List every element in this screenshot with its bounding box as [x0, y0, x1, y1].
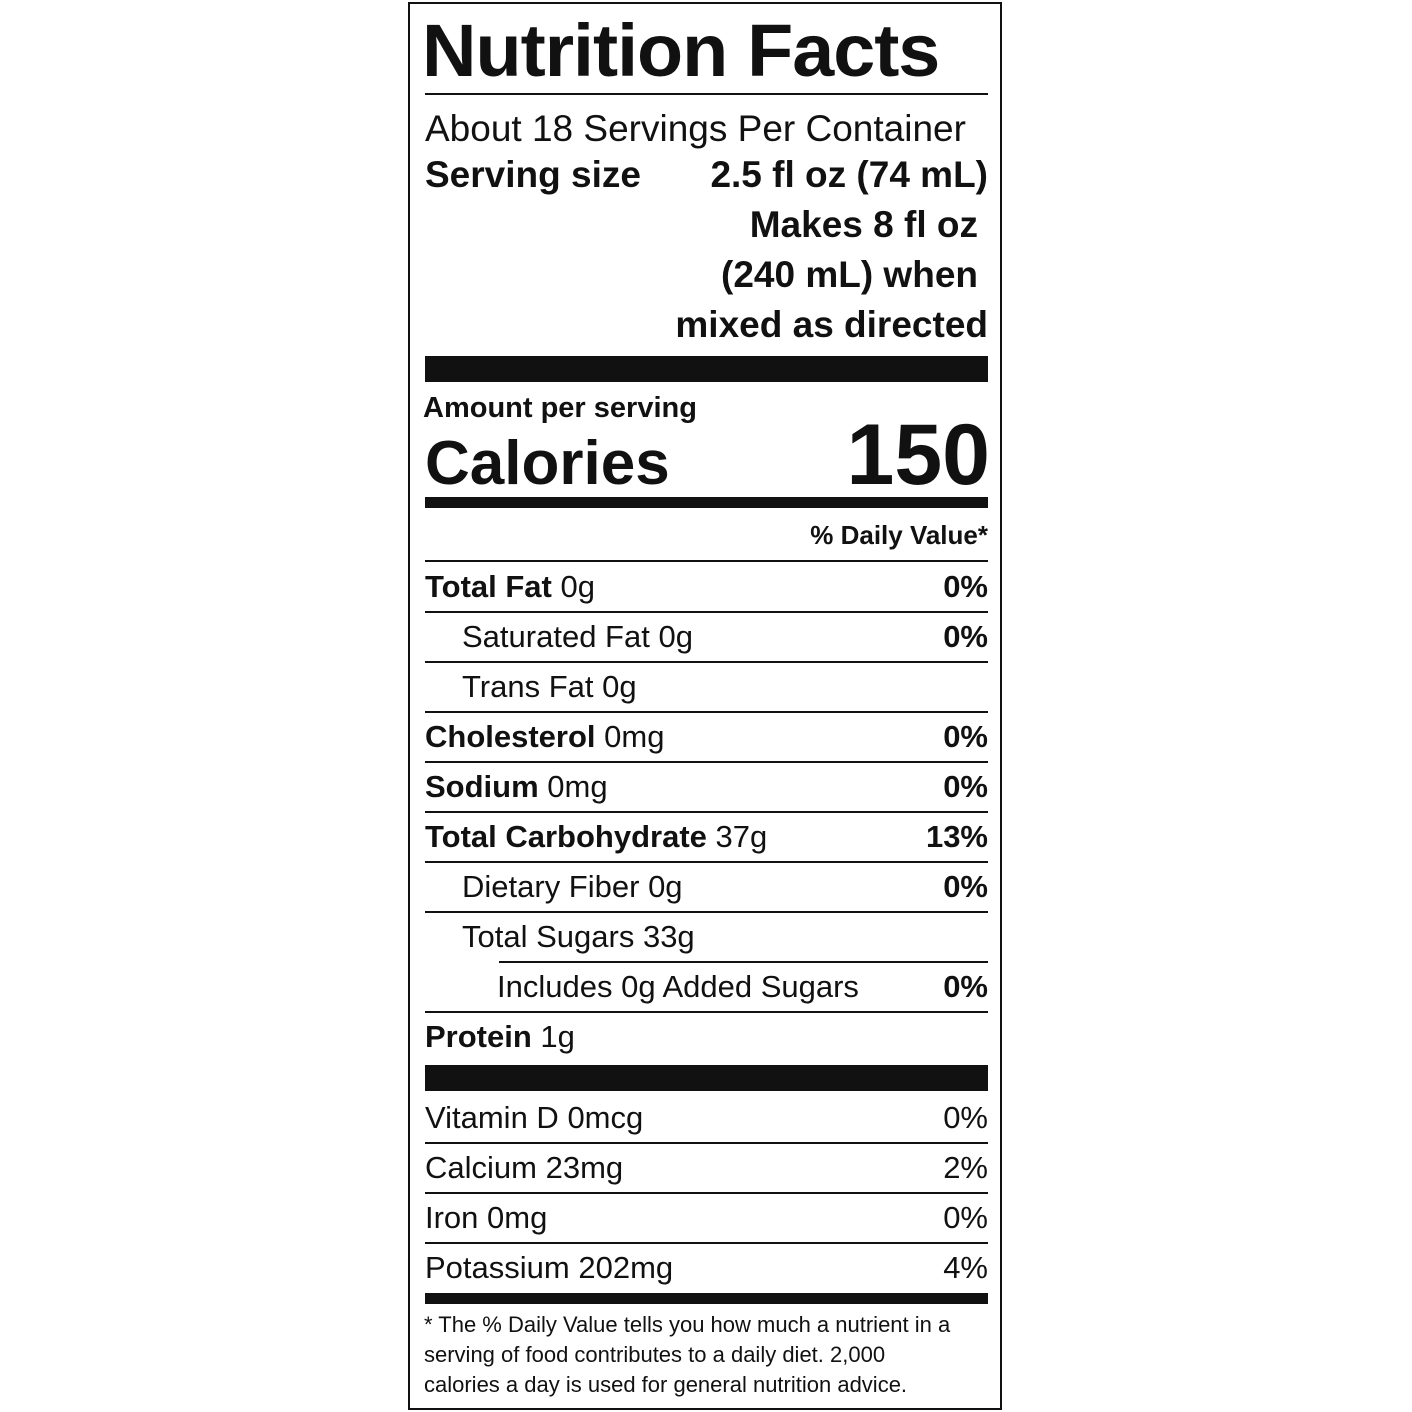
- vitamin-name: Iron: [425, 1200, 479, 1235]
- nutrient-row: Total Sugars 33g: [425, 912, 988, 962]
- divider: [425, 1192, 988, 1194]
- thick-divider: [425, 1293, 988, 1304]
- amount-per-serving: Amount per serving: [423, 392, 697, 424]
- divider: [425, 560, 988, 562]
- nutrient-daily-value: 0%: [943, 869, 988, 904]
- vitamin-label: Vitamin D 0mcg: [425, 1100, 643, 1136]
- vitamin-daily-value: 2%: [943, 1150, 988, 1185]
- nutrient-daily-value: 0%: [943, 619, 988, 654]
- thick-divider: [425, 356, 988, 382]
- nutrient-amount: 33g: [642, 919, 695, 954]
- nutrient-daily-value: 0%: [943, 969, 988, 1004]
- vitamin-label: Calcium 23mg: [425, 1150, 623, 1186]
- vitamin-daily-value: 0%: [943, 1100, 988, 1135]
- nutrient-row: Cholesterol 0mg 0%: [425, 712, 988, 762]
- nutrient-row: Total Fat 0g 0%: [425, 562, 988, 612]
- nutrient-daily-value: 0%: [943, 569, 988, 604]
- vitamin-row: Calcium 23mg 2%: [425, 1143, 988, 1193]
- footnote: * The % Daily Value tells you how much a…: [424, 1312, 951, 1397]
- nutrient-amount: 0g: [560, 569, 595, 604]
- prepared-line: mixed as directed: [675, 304, 988, 345]
- calories-value: 150: [846, 407, 991, 503]
- divider: [425, 711, 988, 713]
- vitamin-row: Potassium 202mg 4%: [425, 1243, 988, 1293]
- nutrient-name: Protein: [425, 1019, 532, 1054]
- nutrient-name: Saturated Fat: [462, 619, 650, 654]
- nutrient-row: Sodium 0mg 0%: [425, 762, 988, 812]
- vitamin-amount: 0mcg: [567, 1100, 644, 1135]
- vitamin-amount: 23mg: [545, 1150, 624, 1185]
- vitamin-name: Calcium: [425, 1150, 537, 1185]
- nutrient-name: Total Fat: [425, 569, 552, 604]
- divider: [425, 761, 988, 763]
- nutrient-label: Sodium 0mg: [425, 769, 608, 805]
- nutrient-row: Total Carbohydrate 37g 13%: [425, 812, 988, 862]
- nutrient-label: Includes 0g Added Sugars: [425, 969, 859, 1005]
- nutrient-label: Protein 1g: [425, 1019, 575, 1055]
- nutrient-amount: 37g: [715, 819, 768, 854]
- nutrient-amount: 0mg: [604, 719, 665, 754]
- prepared-line: Makes 8 fl oz: [749, 204, 978, 245]
- vitamin-name: Vitamin D: [425, 1100, 559, 1135]
- servings-per-container: About 18 Servings Per Container: [425, 108, 966, 149]
- thick-divider: [425, 1065, 988, 1091]
- nutrient-amount: 0g: [648, 869, 683, 904]
- nutrient-row: Trans Fat 0g: [425, 662, 988, 712]
- nutrient-label: Dietary Fiber 0g: [425, 869, 683, 905]
- nutrient-label: Total Carbohydrate 37g: [425, 819, 767, 855]
- divider: [425, 811, 988, 813]
- nutrient-amount: 0g: [602, 669, 637, 704]
- nutrient-row: Includes 0g Added Sugars 0%: [425, 962, 988, 1012]
- vitamin-label: Iron 0mg: [425, 1200, 547, 1236]
- nutrient-name: Total Sugars: [462, 919, 635, 954]
- vitamin-row: Iron 0mg 0%: [425, 1193, 988, 1243]
- divider: [425, 911, 988, 913]
- nutrient-label: Total Fat 0g: [425, 569, 595, 605]
- divider: [425, 93, 988, 95]
- serving-size-value: 2.5 fl oz (74 mL): [710, 154, 988, 195]
- divider: [425, 1011, 988, 1013]
- nutrition-facts-label: Nutrition Facts About 18 Servings Per Co…: [408, 2, 1002, 1410]
- nutrient-row: Saturated Fat 0g 0%: [425, 612, 988, 662]
- nutrient-label: Total Sugars 33g: [425, 919, 695, 955]
- nutrient-name: Includes 0g Added Sugars: [497, 969, 859, 1004]
- nutrient-name: Total Carbohydrate: [425, 819, 707, 854]
- nutrient-label: Cholesterol 0mg: [425, 719, 664, 755]
- divider: [425, 1242, 988, 1244]
- nutrient-name: Sodium: [425, 769, 539, 804]
- nutrient-name: Cholesterol: [425, 719, 596, 754]
- vitamin-label: Potassium 202mg: [425, 1250, 673, 1286]
- calories-label: Calories: [425, 429, 670, 498]
- nutrient-row: Protein 1g: [425, 1012, 988, 1062]
- nutrient-label: Trans Fat 0g: [425, 669, 637, 705]
- vitamin-daily-value: 4%: [943, 1250, 988, 1285]
- prepared-line: (240 mL) when: [721, 254, 978, 295]
- nutrient-amount: 0mg: [547, 769, 608, 804]
- thick-divider: [425, 497, 988, 508]
- nutrient-daily-value: 0%: [943, 769, 988, 804]
- vitamin-amount: 202mg: [578, 1250, 674, 1285]
- vitamin-name: Potassium: [425, 1250, 570, 1285]
- vitamin-amount: 0mg: [487, 1200, 548, 1235]
- vitamin-row: Vitamin D 0mcg 0%: [425, 1093, 988, 1143]
- divider: [425, 661, 988, 663]
- divider: [425, 1142, 988, 1144]
- nutrient-daily-value: 13%: [925, 819, 988, 854]
- nutrient-daily-value: 0%: [943, 719, 988, 754]
- divider: [499, 961, 988, 963]
- nutrient-amount: 1g: [540, 1019, 575, 1054]
- nutrient-name: Dietary Fiber: [462, 869, 640, 904]
- nutrient-amount: 0g: [658, 619, 693, 654]
- daily-value-header: % Daily Value*: [810, 520, 988, 550]
- nutrient-row: Dietary Fiber 0g 0%: [425, 862, 988, 912]
- vitamin-daily-value: 0%: [943, 1200, 988, 1235]
- label-title: Nutrition Facts: [422, 9, 940, 92]
- nutrient-label: Saturated Fat 0g: [425, 619, 693, 655]
- divider: [425, 861, 988, 863]
- divider: [425, 611, 988, 613]
- nutrient-name: Trans Fat: [462, 669, 594, 704]
- serving-size-label: Serving size: [425, 154, 641, 195]
